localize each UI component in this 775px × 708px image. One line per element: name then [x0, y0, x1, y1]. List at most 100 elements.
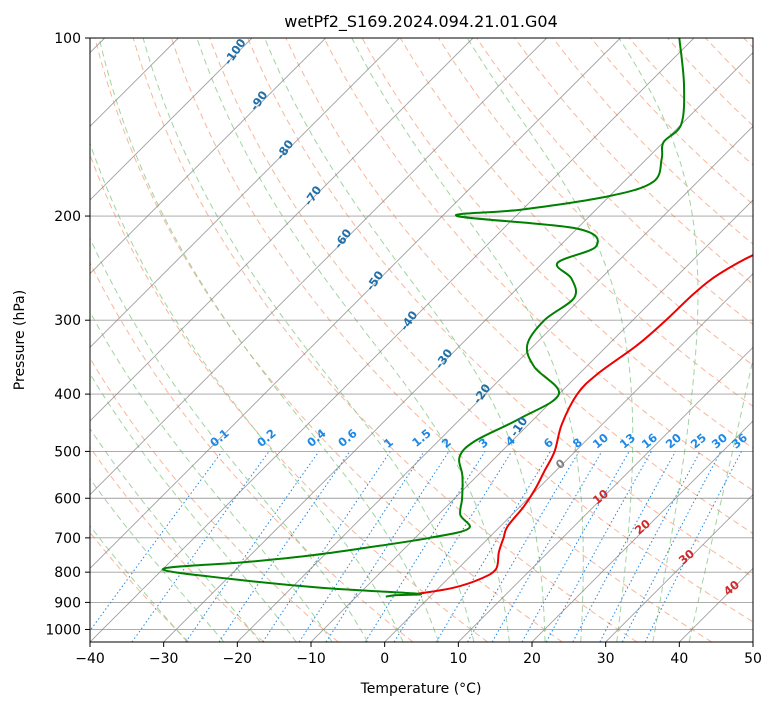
mixing-ratio-line	[325, 451, 450, 642]
moist-adiabat-label: -30	[432, 346, 455, 371]
mixing-ratio-label: 0.6	[335, 426, 360, 450]
mixing-ratio-line	[393, 451, 513, 642]
moist-adiabat-label: -100	[221, 36, 249, 68]
x-tick-label: 40	[670, 651, 688, 667]
mixing-ratio-line	[364, 451, 486, 642]
isotherm	[90, 38, 253, 201]
zero-label: 0	[553, 456, 568, 472]
mixing-ratio-label: 0.2	[254, 426, 279, 450]
isotherm	[752, 641, 753, 642]
dry-adiabat	[743, 38, 753, 49]
dry-adiabat	[514, 38, 753, 285]
x-axis-label: Temperature (°C)	[360, 681, 482, 697]
moist-adiabat	[351, 38, 584, 642]
moist-adiabat	[98, 38, 439, 642]
isotherm	[90, 38, 326, 275]
dry-adiabat	[323, 38, 753, 492]
mixing-ratio-line	[599, 451, 701, 642]
mixing-ratio-label: 0.1	[207, 426, 232, 450]
y-axis-ticks: 100 200 300 400 500 600 700 800 900 1000	[45, 31, 90, 638]
dewpoint-profile-line	[162, 38, 686, 598]
moist-adiabat	[90, 372, 297, 642]
background-lines	[90, 38, 753, 642]
dry-adiabat	[705, 38, 753, 88]
moist-adiabat-label: -90	[247, 88, 270, 113]
x-tick-label: −20	[223, 651, 253, 667]
dry-adiabat	[132, 38, 638, 642]
chart-title: wetPf2_S169.2024.094.21.01.G04	[284, 12, 558, 32]
mixing-ratio-line	[90, 451, 223, 632]
isotherm	[90, 38, 621, 569]
moist-adiabat-label: -40	[397, 308, 420, 333]
moist-adiabat	[90, 310, 333, 642]
moist-adiabat	[618, 38, 699, 642]
isotherm	[90, 38, 400, 348]
mixing-ratio-label: 3	[476, 435, 491, 451]
moist-adiabat	[90, 141, 404, 642]
isotherm	[310, 199, 753, 642]
mixing-ratio-label: 16	[639, 430, 660, 451]
moist-adiabat-label: -70	[301, 183, 324, 208]
y-tick-label: 300	[54, 313, 81, 329]
x-axis-ticks: −40 −30 −20 −10 0 10 20 30 40 50	[75, 642, 762, 667]
mixing-ratio-label: 30	[709, 430, 730, 451]
mixing-ratio-line	[185, 451, 320, 642]
mixing-ratio-line	[218, 451, 351, 642]
moist-adiabat	[90, 478, 225, 642]
mixing-ratio-label: 6	[541, 435, 556, 451]
dry-adiabat-label: 40	[721, 577, 742, 598]
y-tick-label: 900	[54, 595, 81, 611]
mixing-ratio-line	[298, 451, 425, 642]
moist-adiabat-label: -20	[470, 381, 493, 406]
x-tick-label: 10	[449, 651, 467, 667]
isotherm	[90, 38, 547, 496]
profile-lines	[162, 38, 753, 598]
moist-adiabat	[142, 38, 475, 642]
dry-adiabat	[90, 357, 339, 642]
dry-adiabat	[552, 38, 753, 245]
mixing-ratio-label: 20	[663, 430, 684, 451]
x-tick-label: −30	[149, 651, 179, 667]
mixing-ratio-label: 0.4	[304, 426, 329, 450]
mixing-ratio-label: 13	[617, 430, 638, 451]
dry-adiabat	[285, 38, 753, 535]
x-tick-label: 30	[597, 651, 615, 667]
dry-adiabat	[437, 38, 753, 366]
isotherm	[90, 38, 695, 642]
mixing-ratio-line	[262, 451, 391, 642]
x-tick-label: 0	[380, 651, 389, 667]
y-tick-label: 500	[54, 444, 81, 460]
dry-adiabat	[247, 38, 753, 578]
temperature-profile-line	[418, 254, 753, 595]
dry-adiabat	[90, 261, 414, 642]
y-tick-label: 600	[54, 491, 81, 507]
x-tick-label: −40	[75, 651, 105, 667]
moist-adiabat	[264, 38, 546, 642]
isotherm	[605, 494, 753, 642]
y-tick-label: 200	[54, 209, 81, 225]
moist-adiabat	[90, 525, 188, 642]
isotherm	[531, 420, 753, 642]
moist-adiabat-label: -60	[331, 226, 354, 251]
moist-adiabat	[90, 236, 369, 642]
moist-adiabat	[196, 38, 510, 642]
y-tick-label: 700	[54, 531, 81, 547]
dry-adiabat	[90, 153, 488, 642]
mixing-ratio-line	[621, 451, 722, 642]
dry-adiabat	[476, 38, 753, 326]
y-tick-label: 400	[54, 387, 81, 403]
x-tick-label: −10	[296, 651, 326, 667]
dry-adiabat	[170, 38, 712, 642]
mixing-ratio-line	[545, 451, 652, 642]
mixing-ratio-line	[435, 451, 552, 642]
dry-adiabat-label: 20	[632, 516, 653, 537]
dry-adiabat	[209, 38, 753, 623]
mixing-ratio-line	[644, 451, 742, 642]
y-tick-label: 1000	[45, 622, 81, 638]
mixing-ratio-line	[572, 451, 676, 642]
mixing-ratio-line	[521, 451, 630, 642]
x-tick-label: 20	[523, 651, 541, 667]
mixing-ratio-label: 8	[570, 435, 585, 451]
isotherm	[384, 273, 753, 642]
